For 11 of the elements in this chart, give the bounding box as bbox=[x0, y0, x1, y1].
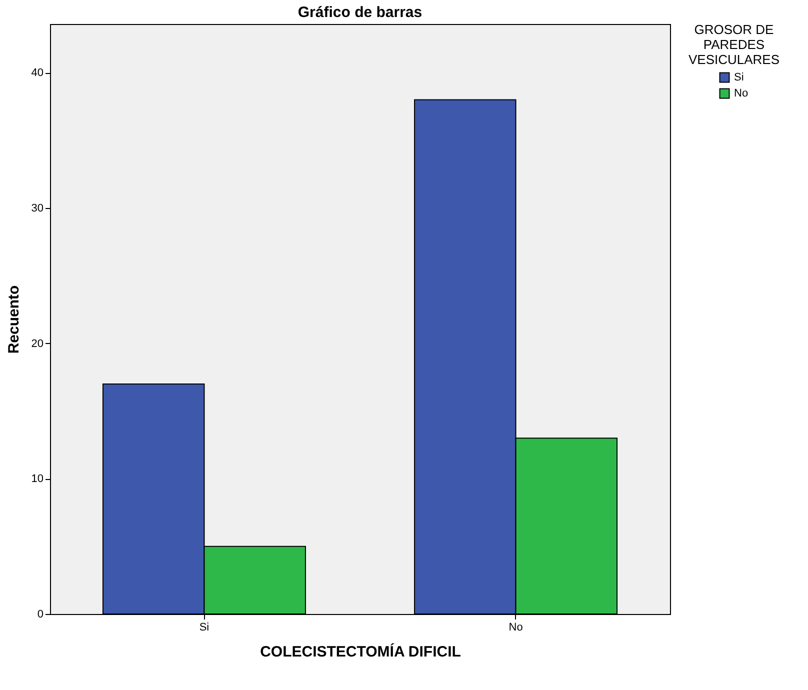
y-tick-label: 20 bbox=[31, 338, 44, 350]
legend-title: GROSOR DE PAREDES VESICULARES bbox=[688, 22, 780, 67]
y-tick-label: 40 bbox=[31, 67, 44, 80]
y-axis-title: Recuento bbox=[5, 285, 22, 354]
x-axis-title: COLECISTECTOMÍA DIFICIL bbox=[260, 642, 461, 660]
chart-title: Gráfico de barras bbox=[298, 4, 422, 21]
y-tick-label: 10 bbox=[31, 473, 44, 486]
legend-label: No bbox=[734, 88, 748, 100]
y-tick-label: 30 bbox=[31, 202, 44, 215]
legend-label: Si bbox=[734, 72, 744, 84]
y-tick-label: 0 bbox=[37, 608, 44, 620]
